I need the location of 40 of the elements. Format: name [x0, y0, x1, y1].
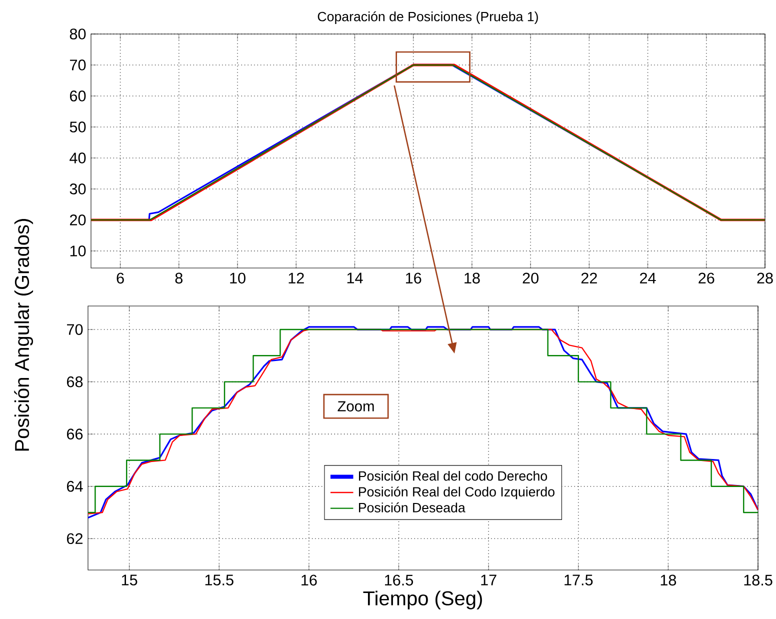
x-tick-label: 24: [640, 272, 656, 284]
y-tick-label: 40: [70, 152, 86, 164]
x-tick-label: 10: [230, 272, 246, 284]
x-tick-label: 18: [464, 272, 480, 284]
y-tick-label: 70: [67, 324, 83, 335]
x-tick-label: 28: [757, 272, 773, 284]
y-tick-label: 64: [67, 480, 83, 492]
y-tick-label: 68: [67, 376, 83, 388]
x-tick-label: 26: [698, 272, 714, 284]
y-tick-label: 20: [70, 214, 86, 226]
y-tick-label: 30: [70, 184, 86, 194]
legend-label: Posición Deseada: [358, 502, 466, 512]
x-tick-label: 18: [660, 574, 676, 586]
chart-title: Coparación de Posiciones (Prueba 1): [318, 11, 538, 24]
y-tick-label: 66: [67, 428, 83, 440]
x-tick-label: 17: [481, 574, 496, 586]
x-tick-label: 6: [116, 272, 124, 284]
x-tick-label: 12: [288, 272, 304, 284]
x-tick-label: 15.5: [205, 574, 234, 586]
x-tick-label: 15: [122, 574, 138, 586]
x-tick-label: 18.5: [744, 574, 772, 586]
y-tick-label: 50: [70, 122, 86, 132]
annotation: Zoom: [338, 401, 374, 412]
x-tick-label: 8: [175, 272, 183, 284]
x-tick-label: 16: [302, 574, 317, 586]
x-axis-title: Tiempo (Seg): [363, 590, 482, 610]
y-tick-label: 62: [67, 533, 83, 544]
y-tick-label: 70: [70, 60, 86, 70]
x-tick-label: 16: [406, 272, 422, 284]
y-tick-label: 60: [70, 90, 86, 102]
legend-label: Posición Real del Codo Izquierdo: [358, 486, 554, 500]
y-axis-title: Posición Angular (Grados): [14, 219, 34, 451]
x-tick-label: 16.5: [385, 574, 414, 586]
x-tick-label: 17.5: [564, 574, 593, 586]
x-tick-label: 14: [347, 272, 363, 284]
x-tick-label: 22: [581, 272, 597, 284]
legend-label: Posición Real del codo Derecho: [358, 470, 548, 481]
y-tick-label: 80: [70, 28, 86, 40]
y-tick-label: 10: [70, 246, 86, 256]
x-tick-label: 20: [522, 272, 538, 284]
